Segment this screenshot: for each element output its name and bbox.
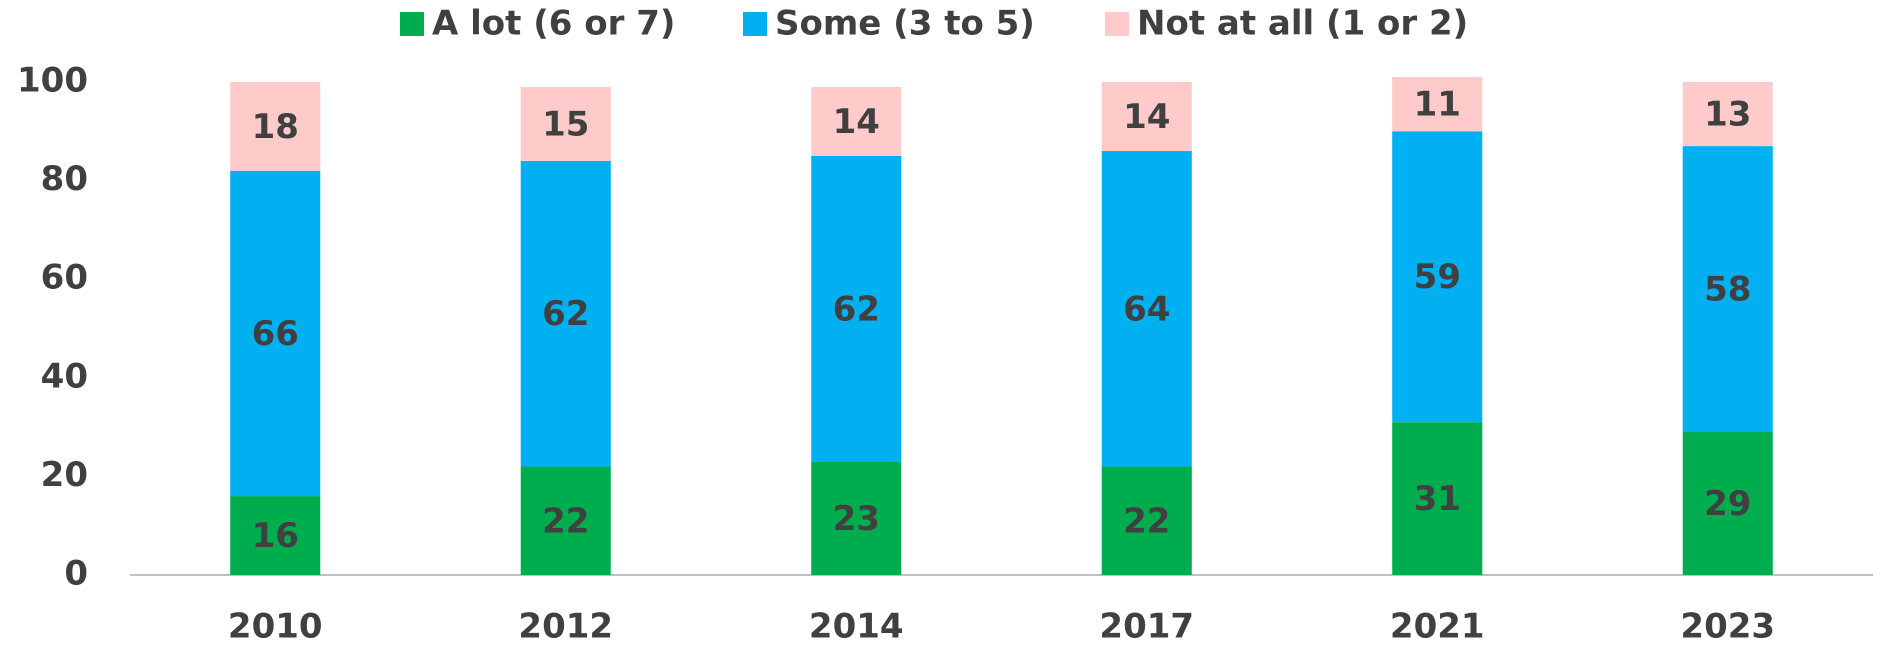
legend-label: Some (3 to 5) <box>775 4 1035 44</box>
x-tick-label: 2012 <box>518 607 613 647</box>
data-label: 18 <box>252 107 299 147</box>
data-label: 62 <box>542 294 589 334</box>
y-tick-label: 40 <box>41 356 88 396</box>
bar-segment <box>811 155 902 462</box>
x-tick-label: 2014 <box>809 607 904 647</box>
x-tick-label: 2010 <box>228 607 323 647</box>
legend-swatch <box>1105 12 1129 36</box>
data-label: 31 <box>1414 479 1461 519</box>
data-label: 14 <box>1123 97 1170 137</box>
legend-swatch <box>743 12 767 36</box>
data-label: 15 <box>542 104 589 144</box>
bar-segment <box>1101 82 1192 152</box>
data-label: 66 <box>252 314 299 354</box>
legend-label: A lot (6 or 7) <box>432 4 675 44</box>
bar-segment <box>1682 82 1773 147</box>
data-label: 64 <box>1123 289 1170 329</box>
bar-segment <box>1101 151 1192 467</box>
data-label: 14 <box>833 102 880 142</box>
data-label: 23 <box>833 499 880 539</box>
data-label: 62 <box>833 289 880 329</box>
data-label: 16 <box>252 516 299 556</box>
data-label: 29 <box>1704 484 1751 524</box>
data-label: 58 <box>1704 270 1751 310</box>
bar-segment <box>230 170 321 497</box>
x-tick-label: 2021 <box>1390 607 1485 647</box>
bar-segment <box>811 461 902 575</box>
bar-segment <box>1392 422 1483 575</box>
bar-segment <box>1101 466 1192 575</box>
bar-segment <box>520 86 611 161</box>
data-label: 59 <box>1414 257 1461 297</box>
data-label: 11 <box>1414 85 1461 125</box>
bar-segment <box>1392 77 1483 132</box>
data-label: 22 <box>542 501 589 541</box>
y-tick-label: 0 <box>64 554 88 594</box>
bar-segment <box>1392 131 1483 423</box>
bar-segment <box>520 466 611 575</box>
bar-segment <box>230 82 321 171</box>
bar-segment <box>230 496 321 575</box>
bar-segment <box>811 86 902 156</box>
y-tick-label: 100 <box>17 61 88 101</box>
y-tick-label: 60 <box>41 258 88 298</box>
bar-segment <box>1682 432 1773 575</box>
data-label: 22 <box>1123 501 1170 541</box>
legend-label: Not at all (1 or 2) <box>1137 4 1468 44</box>
y-tick-label: 20 <box>41 455 88 495</box>
x-tick-label: 2017 <box>1099 607 1194 647</box>
x-tick-label: 2023 <box>1680 607 1775 647</box>
bar-segment <box>520 160 611 467</box>
data-label: 13 <box>1704 95 1751 135</box>
legend-swatch <box>400 12 424 36</box>
bar-segment <box>1682 146 1773 433</box>
y-tick-label: 80 <box>41 159 88 199</box>
